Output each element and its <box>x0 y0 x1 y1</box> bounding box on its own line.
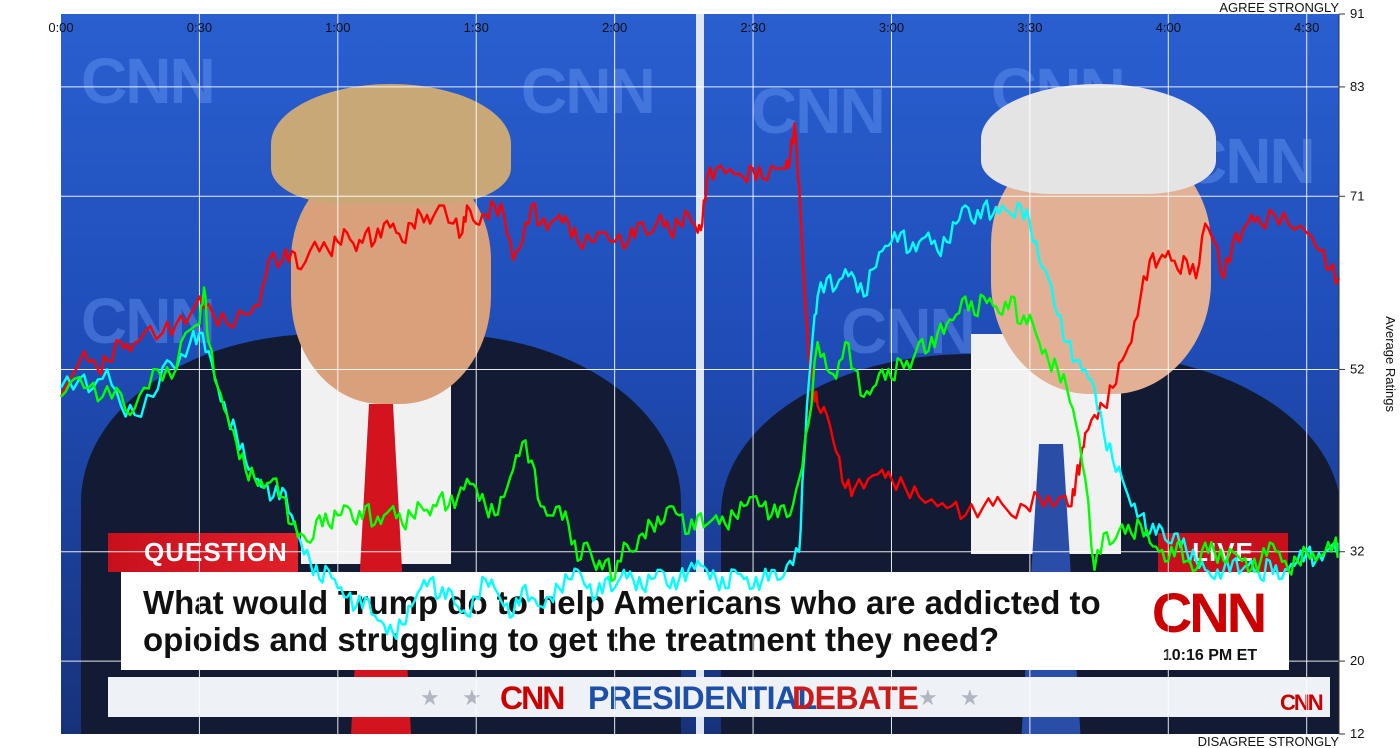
right-speaker-hair <box>981 84 1216 194</box>
x-tick-label: 1:00 <box>325 20 350 35</box>
series-line-1 <box>59 122 1341 521</box>
debate-banner <box>108 677 1330 717</box>
series-line-3 <box>60 286 1341 583</box>
clock-readout: 10:16 PM ET <box>1162 647 1258 664</box>
star-icon: ★ <box>918 685 938 710</box>
cnn-logo: CNN <box>1151 581 1267 644</box>
y-tick-label: 12 <box>1350 726 1364 741</box>
banner-title-debate: DEBATE <box>792 680 919 716</box>
x-tick-label: 2:00 <box>602 20 627 35</box>
axes: 0:00 0:30 1:00 1:30 2:00 2:30 3:00 3:30 4:00 4:30… <box>48 0 1398 748</box>
y-tick-label: 32 <box>1350 544 1364 559</box>
split-screen-divider <box>696 14 704 734</box>
x-tick-label: 3:00 <box>879 20 904 35</box>
x-tick-label: 0:00 <box>48 20 73 35</box>
y-tick-label: 20 <box>1350 653 1364 668</box>
star-icon: ★ <box>462 685 482 710</box>
bottom-scale-label: DISAGREE STRONGLY <box>1198 734 1340 748</box>
question-tab: QUESTION <box>108 533 298 572</box>
y-tick-label: 71 <box>1350 188 1364 203</box>
question-text: What would Trump do to help Americans wh… <box>143 584 1101 658</box>
cnn-wall-logo-icon: CNN <box>521 55 656 127</box>
cnn-wall-logo-icon: CNN <box>81 285 216 357</box>
banner-network-logo: CNN <box>500 680 565 716</box>
series-line-2 <box>59 199 1341 641</box>
lower-third-panel <box>121 572 1289 670</box>
y-tick-label: 52 <box>1350 361 1364 376</box>
left-speaker-face <box>291 164 491 404</box>
grid-lines <box>61 14 1339 734</box>
series-lines <box>59 122 1341 641</box>
x-tick-label: 4:30 <box>1294 20 1319 35</box>
x-tick-label: 1:30 <box>464 20 489 35</box>
star-icon: ★ <box>960 685 980 710</box>
y-tick-label: 83 <box>1350 79 1364 94</box>
left-speaker-hair <box>271 84 511 204</box>
x-tick-label: 0:30 <box>187 20 212 35</box>
cnn-bug-logo: CNN <box>1280 690 1324 715</box>
star-icon: ★ <box>420 685 440 710</box>
x-tick-label: 3:30 <box>1017 20 1042 35</box>
cnn-wall-logo-icon: CNN <box>81 45 216 117</box>
x-tick-label: 4:00 <box>1156 20 1181 35</box>
banner-title-presidential: PRESIDENTIAL <box>588 680 817 716</box>
top-scale-label: AGREE STRONGLY <box>1219 0 1339 15</box>
y-tick-label: 91 <box>1350 6 1364 21</box>
y-axis-label: Average Ratings <box>1383 316 1398 412</box>
x-tick-label: 2:30 <box>740 20 765 35</box>
